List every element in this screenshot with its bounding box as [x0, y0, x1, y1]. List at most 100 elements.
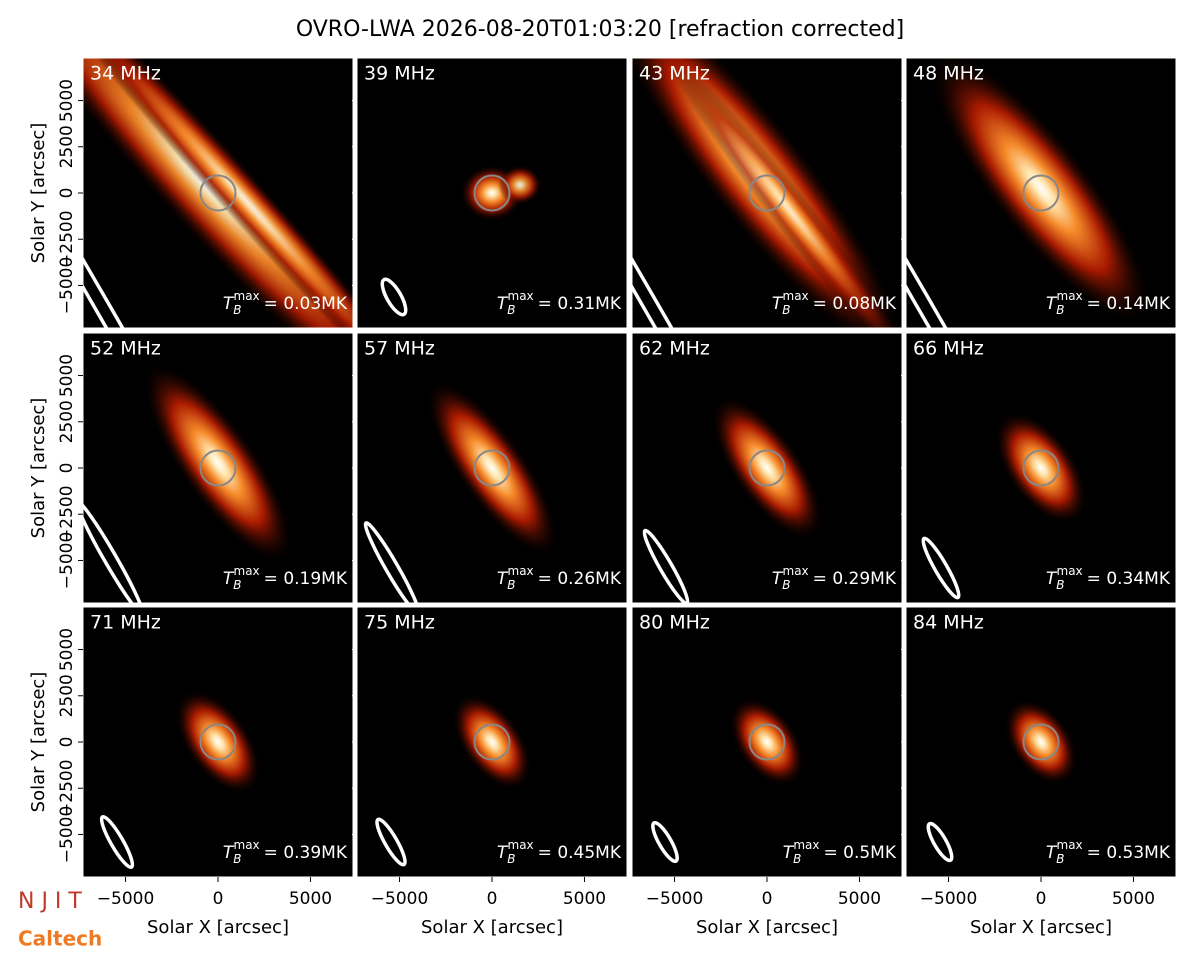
y-tick-label: 5000: [57, 354, 77, 397]
tb-symbol: T: [497, 294, 509, 314]
emission: [994, 411, 1088, 525]
tb-superscript: max: [234, 289, 260, 303]
tb-superscript: max: [1057, 289, 1083, 303]
y-tick-label: −2500: [57, 210, 77, 268]
x-tick-label: 5000: [563, 889, 606, 909]
y-tick-label: −5000: [57, 532, 77, 590]
panel-image: [83, 333, 353, 603]
emission: [83, 58, 353, 328]
beam: [363, 521, 421, 603]
x-tick-label: −5000: [646, 889, 704, 909]
y-tick-label: −5000: [57, 806, 77, 864]
panel: 52 MHz TBmax = 0.19MK −5000−2500 0 2500 5000 So…: [28, 332, 354, 608]
emission: [498, 165, 542, 205]
beam: [651, 820, 679, 864]
tb-subscript: B: [233, 852, 241, 866]
panel-image: [632, 333, 902, 603]
tb-value: = 0.14MK: [1087, 294, 1171, 314]
logo-njit: N J I T: [18, 889, 82, 914]
emission: [667, 58, 902, 328]
tb-value: = 0.03MK: [264, 294, 348, 314]
tb-symbol: T: [223, 294, 235, 314]
y-tick-label: 5000: [57, 79, 77, 122]
beam: [375, 817, 407, 867]
frequency-label: 62 MHz: [639, 338, 710, 360]
tb-value: = 0.08MK: [813, 294, 897, 314]
emission: [729, 697, 805, 787]
figure-title: OVRO-LWA 2026-08-20T01:03:20 [refraction…: [296, 17, 904, 42]
beam: [380, 277, 408, 317]
tb-value: = 0.34MK: [1087, 569, 1171, 589]
beam: [926, 821, 954, 863]
tb-subscript: B: [793, 852, 801, 866]
tb-superscript: max: [234, 564, 260, 578]
solar-disk: [473, 723, 511, 761]
y-tick-label: 0: [57, 463, 77, 474]
y-tick-label: −5000: [57, 257, 77, 315]
y-tick-label: 2500: [57, 125, 77, 168]
frequency-label: 43 MHz: [639, 63, 710, 85]
y-axis-label: Solar Y [arcsec]: [28, 672, 49, 813]
x-axis-label: Solar X [arcsec]: [421, 917, 563, 938]
frequency-label: 84 MHz: [913, 612, 984, 634]
solar-disk: [473, 449, 511, 487]
solar-disk: [748, 174, 786, 212]
tb-symbol: T: [497, 843, 509, 863]
x-axis-label: Solar X [arcsec]: [147, 917, 289, 938]
panel-image: [357, 58, 627, 328]
x-tick-label: 0: [762, 889, 773, 909]
tb-subscript: B: [782, 578, 790, 592]
y-tick-label: 0: [57, 188, 77, 199]
x-tick-label: 5000: [838, 889, 881, 909]
x-tick-label: 0: [487, 889, 498, 909]
x-tick-label: 5000: [1112, 889, 1155, 909]
panel-image: [906, 333, 1176, 603]
y-axis-label: Solar Y [arcsec]: [28, 398, 49, 539]
solar-disk: [199, 174, 237, 212]
tb-subscript: B: [233, 303, 241, 317]
tb-label: TBmax = 0.14MK: [1046, 289, 1171, 317]
panel-image: [632, 58, 902, 328]
beam: [921, 536, 961, 600]
panel: 48 MHz TBmax = 0.14MK: [901, 57, 1177, 333]
panel-image: [906, 58, 1176, 328]
tb-value: = 0.26MK: [538, 569, 622, 589]
emission: [452, 693, 532, 791]
tb-symbol: T: [223, 569, 235, 589]
tb-symbol: T: [1046, 843, 1058, 863]
emission: [710, 395, 824, 541]
tb-superscript: max: [783, 289, 809, 303]
tb-label: TBmax = 0.39MK: [223, 838, 348, 866]
tb-symbol: T: [1046, 569, 1058, 589]
tb-symbol: T: [223, 843, 235, 863]
y-tick-label: −2500: [57, 759, 77, 817]
beam: [83, 98, 225, 328]
panel-image: [632, 607, 902, 877]
solar-disk: [199, 449, 237, 487]
x-axis-label: Solar X [arcsec]: [970, 917, 1112, 938]
tb-label: TBmax = 0.5MK: [783, 838, 897, 866]
tb-subscript: B: [1056, 303, 1064, 317]
tb-subscript: B: [507, 303, 515, 317]
tb-label: TBmax = 0.08MK: [772, 289, 897, 317]
tb-superscript: max: [234, 838, 260, 852]
tb-value: = 0.19MK: [264, 569, 348, 589]
panel: 62 MHz TBmax = 0.29MK: [627, 332, 903, 608]
tb-symbol: T: [772, 569, 784, 589]
solar-disk: [748, 723, 786, 761]
tb-label: TBmax = 0.53MK: [1046, 838, 1171, 866]
solar-disk: [748, 449, 786, 487]
x-tick-label: −5000: [371, 889, 429, 909]
beam: [642, 528, 690, 603]
tb-superscript: max: [508, 289, 534, 303]
tb-superscript: max: [508, 838, 534, 852]
x-tick-label: 0: [1036, 889, 1047, 909]
emission: [425, 379, 559, 557]
frequency-label: 39 MHz: [364, 63, 435, 85]
emission: [142, 362, 294, 564]
frequency-label: 34 MHz: [90, 63, 161, 85]
solar-disk: [473, 174, 511, 212]
tb-superscript: max: [1057, 838, 1083, 852]
